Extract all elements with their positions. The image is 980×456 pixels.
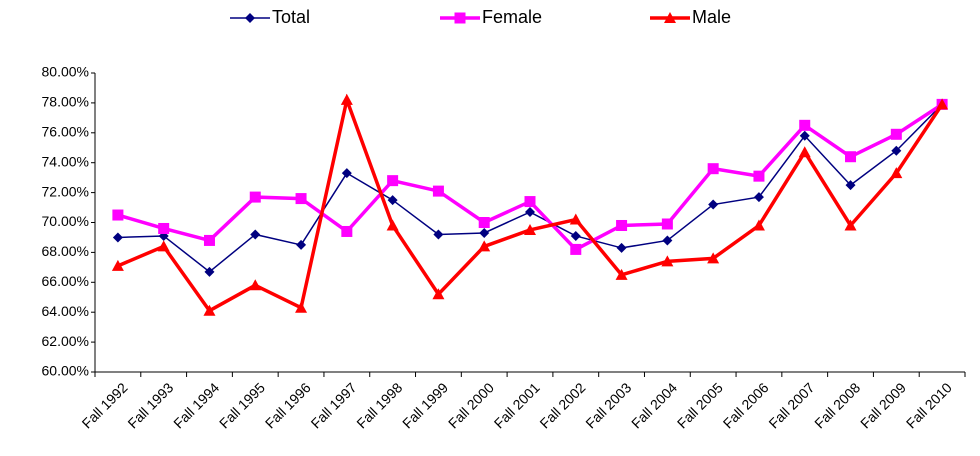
x-tick-label: Fall 1994: [170, 379, 222, 431]
point-marker: [661, 255, 674, 267]
point-marker: [936, 98, 949, 110]
point-marker: [341, 225, 353, 237]
point-marker: [203, 234, 215, 246]
point-marker: [295, 193, 307, 205]
point-marker: [616, 219, 628, 231]
point-marker: [524, 196, 536, 208]
point-marker: [454, 12, 466, 24]
point-marker: [845, 151, 857, 163]
point-marker: [296, 239, 307, 250]
point-marker: [708, 199, 719, 210]
point-marker: [479, 227, 490, 238]
point-marker: [615, 268, 628, 280]
point-marker: [432, 288, 445, 300]
point-marker: [569, 213, 582, 225]
point-marker: [707, 252, 720, 264]
point-marker: [341, 168, 352, 179]
y-tick-label: 62.00%: [42, 333, 89, 349]
point-marker: [799, 119, 811, 131]
point-marker: [524, 223, 536, 235]
point-marker: [664, 12, 676, 23]
legend-label: Total: [272, 7, 310, 27]
x-tick-label: Fall 1999: [399, 379, 451, 431]
point-marker: [478, 240, 491, 252]
x-tick-label: Fall 2005: [674, 379, 726, 431]
point-marker: [111, 259, 124, 271]
point-marker: [433, 229, 444, 240]
point-marker: [662, 235, 673, 246]
point-marker: [891, 145, 902, 156]
point-marker: [204, 266, 215, 277]
x-tick-label: Fall 2008: [811, 379, 863, 431]
x-tick-label: Fall 2006: [720, 379, 772, 431]
point-marker: [844, 219, 857, 231]
series-line: [117, 103, 943, 273]
point-marker: [249, 279, 262, 291]
y-tick-label: 70.00%: [42, 213, 89, 229]
point-marker: [245, 13, 255, 23]
y-tick-label: 66.00%: [42, 273, 89, 289]
point-marker: [386, 219, 399, 231]
x-tick-label: Fall 2000: [445, 379, 497, 431]
y-tick-label: 78.00%: [42, 94, 89, 110]
x-tick-label: Fall 1993: [124, 379, 176, 431]
x-tick-label: Fall 2002: [536, 379, 588, 431]
x-tick-label: Fall 1992: [79, 379, 131, 431]
point-marker: [158, 222, 170, 234]
point-marker: [570, 243, 582, 255]
y-tick-label: 64.00%: [42, 303, 89, 319]
point-marker: [387, 175, 399, 187]
point-marker: [157, 240, 170, 252]
point-marker: [707, 163, 719, 175]
x-tick-label: Fall 2004: [628, 379, 680, 431]
point-marker: [112, 209, 124, 221]
point-marker: [249, 191, 261, 203]
y-tick-label: 74.00%: [42, 153, 89, 169]
point-marker: [845, 180, 856, 191]
point-marker: [890, 128, 902, 140]
x-tick-label: Fall 2003: [582, 379, 634, 431]
legend-label: Female: [482, 7, 542, 27]
x-tick-label: Fall 2007: [765, 379, 817, 431]
x-tick-label: Fall 1995: [216, 379, 268, 431]
point-marker: [295, 301, 308, 313]
x-tick-label: Fall 1996: [262, 379, 314, 431]
point-marker: [387, 195, 398, 206]
point-marker: [432, 185, 444, 197]
point-marker: [250, 229, 261, 240]
point-marker: [753, 192, 764, 203]
point-marker: [525, 207, 535, 218]
point-marker: [478, 217, 490, 228]
y-tick-label: 68.00%: [42, 243, 89, 259]
y-tick-label: 72.00%: [42, 183, 89, 199]
point-marker: [799, 130, 810, 141]
x-tick-label: Fall 2009: [857, 379, 909, 431]
x-tick-label: Fall 2001: [491, 379, 543, 431]
legend-label: Male: [692, 7, 731, 27]
point-marker: [753, 170, 765, 182]
x-tick-label: Fall 1997: [308, 379, 360, 431]
point-marker: [570, 230, 581, 241]
point-marker: [752, 219, 765, 231]
x-tick-label: Fall 1998: [353, 379, 405, 431]
x-tick-label: Fall 2010: [903, 379, 955, 431]
y-tick-label: 76.00%: [42, 124, 89, 140]
point-marker: [798, 146, 811, 158]
point-marker: [112, 232, 123, 243]
y-tick-label: 60.00%: [42, 363, 89, 379]
point-marker: [661, 218, 673, 230]
point-marker: [890, 167, 903, 179]
point-marker: [203, 304, 216, 316]
point-marker: [616, 242, 627, 253]
point-marker: [340, 93, 353, 105]
y-tick-label: 80.00%: [42, 64, 89, 80]
